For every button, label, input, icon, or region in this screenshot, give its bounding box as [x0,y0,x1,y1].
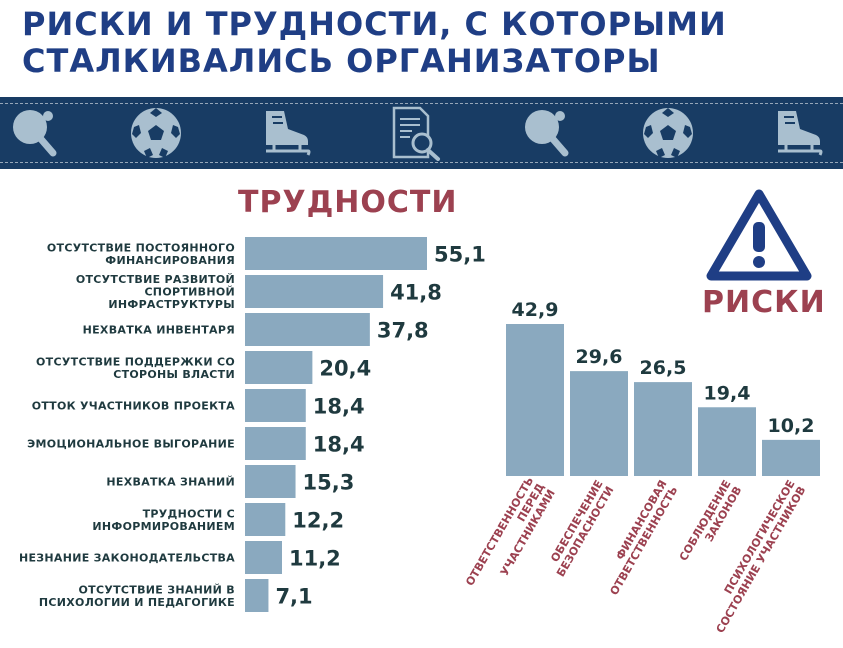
difficulty-category-label: ПСИХОЛОГИИ И ПЕДАГОГИКЕ [39,596,235,609]
difficulty-bar [245,275,384,308]
difficulty-bar [245,427,306,460]
difficulty-category-label: ОТСУТСТВИЕ ПОДДЕРЖКИ СО [36,355,235,368]
difficulty-bar [245,313,370,346]
difficulty-category-label: СПОРТИВНОЙ [144,286,235,299]
difficulty-category-label: ОТТОК УЧАСТНИКОВ ПРОЕКТА [32,400,235,413]
difficulty-category-label: ЭМОЦИОНАЛЬНОЕ ВЫГОРАНИЕ [27,438,235,451]
difficulty-category-label: ИНФРАСТРУКТУРЫ [108,298,235,311]
difficulty-category-label: НЕЗНАНИЕ ЗАКОНОДАТЕЛЬСТВА [19,552,235,565]
difficulty-category-label: ИНФОРМИРОВАНИЕМ [92,520,235,533]
difficulty-bar [245,389,306,422]
difficulty-value-label: 18,4 [313,395,365,419]
difficulties-heading: ТРУДНОСТИ [238,185,458,220]
difficulty-bar [245,503,286,536]
difficulty-category-label: НЕХВАТКА ЗНАНИЙ [106,476,235,489]
difficulty-value-label: 18,4 [313,433,365,457]
difficulty-bar [245,351,313,384]
difficulty-value-label: 41,8 [390,281,442,305]
risk-value-label: 29,6 [576,346,623,368]
soccer-ball-icon [643,108,693,158]
page-title: РИСКИ И ТРУДНОСТИ, С КОТОРЫМИ СТАЛКИВАЛИ… [22,6,727,80]
difficulty-category-label: ТРУДНОСТИ С [143,507,235,520]
difficulties-chart: 55,1 ОТСУТСТВИЕ ПОСТОЯННОГОФИНАНСИРОВАНИЯ… [19,237,486,612]
risk-value-label: 42,9 [512,299,559,321]
difficulty-value-label: 12,2 [292,509,344,533]
difficulty-bar [245,579,269,612]
ping-pong-paddle-icon [525,110,569,157]
risk-value-label: 26,5 [640,357,687,379]
difficulty-bar [245,465,296,498]
title-line-1: РИСКИ И ТРУДНОСТИ, С КОТОРЫМИ [22,5,727,43]
title-line-2: СТАЛКИВАЛИСЬ ОРГАНИЗАТОРЫ [22,42,661,80]
risk-bar [570,371,628,476]
ice-skate-icon [266,111,311,156]
difficulty-category-label: ОТСУТСТВИЕ ЗНАНИЙ В [79,583,236,596]
difficulty-value-label: 20,4 [319,357,371,381]
risk-value-label: 19,4 [704,382,751,404]
difficulty-bar [245,237,427,270]
risk-bar [506,324,564,476]
risks-heading: РИСКИ [702,285,826,320]
difficulty-category-label: ОТСУТСТВИЕ ПОСТОЯННОГО [47,241,235,254]
difficulty-value-label: 7,1 [275,585,312,609]
difficulty-value-label: 11,2 [289,547,341,571]
banner-dashed-line [0,162,843,163]
difficulty-category-label: ФИНАНСИРОВАНИЯ [105,254,235,267]
difficulty-value-label: 37,8 [377,319,429,343]
icon-banner [0,97,843,169]
difficulty-bar [245,541,282,574]
difficulty-value-label: 55,1 [434,243,486,267]
soccer-ball-icon [131,108,181,158]
difficulty-value-label: 15,3 [303,471,355,495]
risk-value-label: 10,2 [768,415,815,437]
risk-bar [698,407,756,476]
difficulty-category-label: СТОРОНЫ ВЛАСТИ [113,368,235,381]
risks-chart: 42,9ОТВЕТСТВЕННОСТЬПЕРЕДУЧАСТНИКАМИ29,6О… [463,299,820,635]
banner-dashed-line [0,103,843,104]
warning-icon [706,189,812,281]
ping-pong-paddle-icon [13,110,57,157]
document-search-icon [392,106,440,161]
ice-skate-icon [778,111,823,156]
risk-bar [634,382,692,476]
difficulty-category-label: НЕХВАТКА ИНВЕНТАРЯ [83,324,235,337]
difficulty-category-label: ОТСУТСТВИЕ РАЗВИТОЙ [76,273,235,286]
risk-bar [762,439,820,476]
